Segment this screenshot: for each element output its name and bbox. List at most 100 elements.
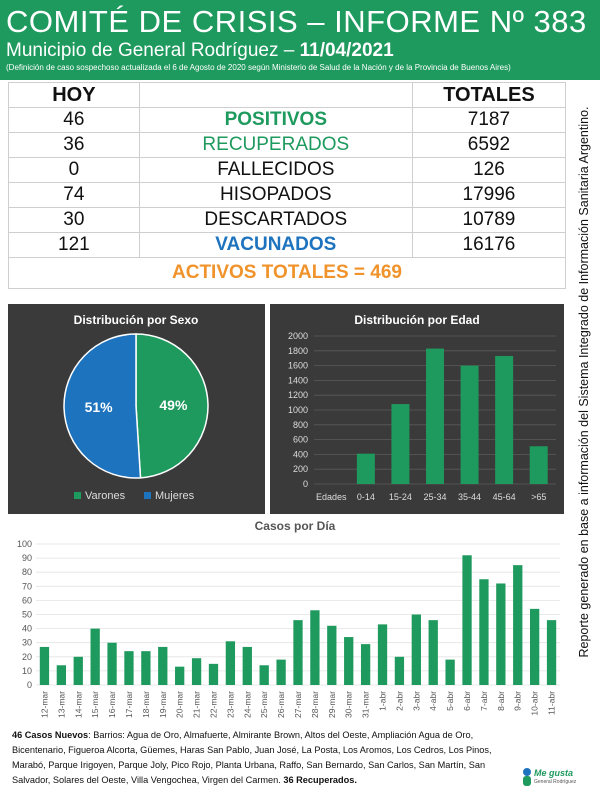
daily-bar xyxy=(496,583,506,685)
y-tick-label: 90 xyxy=(22,553,32,563)
legend-swatch xyxy=(144,492,151,499)
report-subtitle: Municipio de General Rodríguez – 11/04/2… xyxy=(6,40,394,62)
y-tick-label: 10 xyxy=(22,666,32,676)
age-bar xyxy=(426,348,444,484)
y-tick-label: 400 xyxy=(293,449,308,459)
x-tick-label: 27-mar xyxy=(293,691,303,718)
row-label: POSITIVOS xyxy=(138,107,413,133)
summary-row-fallecidos: 0 FALLECIDOS 126 xyxy=(8,157,567,183)
x-tick-label: 8-abr xyxy=(496,691,506,711)
hoy-value: 0 xyxy=(8,157,140,183)
summary-table: HOY TOTALES 46 POSITIVOS 7187 36 RECUPER… xyxy=(8,82,567,300)
y-tick-label: 1000 xyxy=(288,405,308,415)
footer-neighborhoods: : Barrios: Agua de Oro, Almafuerte, Almi… xyxy=(12,730,492,785)
y-tick-label: 1400 xyxy=(288,375,308,385)
x-tick-label: 6-abr xyxy=(462,691,472,711)
x-tick-label: 2-abr xyxy=(394,691,404,711)
x-tick-label: 21-mar xyxy=(192,691,202,718)
age-bar xyxy=(391,404,410,484)
daily-bar xyxy=(107,642,117,685)
subtitle-municipality: Municipio de General Rodríguez – xyxy=(6,40,300,61)
y-tick-label: 2000 xyxy=(288,331,308,341)
daily-bar xyxy=(293,620,303,685)
report-header: COMITÉ DE CRISIS – INFORME Nº 383 Munici… xyxy=(0,0,600,80)
daily-bar xyxy=(39,646,50,685)
daily-bar xyxy=(73,656,83,685)
report-date: 11/04/2021 xyxy=(299,40,394,61)
age-bar xyxy=(529,446,548,484)
age-distribution-panel: Distribución por Edad 0 200 400 600 800 1000 12… xyxy=(270,304,564,514)
x-tick-label: 15-mar xyxy=(90,691,100,718)
summary-row-activos: ACTIVOS TOTALES = 469 xyxy=(8,257,566,289)
sex-pie-chart: Distribución por Sexo 49% 51% Varones Mujere… xyxy=(63,313,209,502)
hoy-value: 30 xyxy=(8,207,140,233)
definition-note: (Definición de caso sospechoso actualiza… xyxy=(6,63,511,72)
age-bar xyxy=(460,365,479,484)
x-tick-label: 26-mar xyxy=(276,691,286,718)
total-value: 17996 xyxy=(411,182,567,208)
daily-cases-panel: Casos por Día 0 10 20 30 40 50 60 70 80 90 100 12-ma… xyxy=(8,516,564,726)
hoy-value: 36 xyxy=(8,132,140,158)
age-bar xyxy=(356,453,375,484)
x-tick-label: 25-34 xyxy=(423,492,446,502)
pie-value-label: 51% xyxy=(85,399,114,415)
daily-bar xyxy=(546,620,557,685)
x-tick-label: 7-abr xyxy=(479,691,489,711)
daily-bar xyxy=(90,628,100,685)
legend-label: Varones xyxy=(85,490,126,502)
y-tick-label: 1200 xyxy=(288,390,308,400)
daily-bar xyxy=(344,637,354,685)
y-tick-label: 800 xyxy=(293,420,308,430)
totales-header: TOTALES xyxy=(411,82,567,108)
daily-bar xyxy=(175,666,185,685)
x-tick-label: 5-abr xyxy=(445,691,455,711)
age-bar xyxy=(495,355,514,484)
label-header xyxy=(138,82,413,108)
x-tick-label: 31-mar xyxy=(361,691,371,718)
daily-bar xyxy=(428,620,438,685)
pie-title: Distribución por Sexo xyxy=(74,313,199,327)
legend-swatch xyxy=(74,492,81,499)
daily-bar xyxy=(394,656,405,685)
x-tick-label: 23-mar xyxy=(225,691,235,718)
daily-bar xyxy=(529,608,540,685)
y-tick-label: 600 xyxy=(293,435,308,445)
hoy-value: 121 xyxy=(8,232,140,258)
row-label: FALLECIDOS xyxy=(138,157,413,183)
pie-slice-varones xyxy=(135,333,209,479)
daily-bar xyxy=(377,624,388,685)
footer-new-cases: 46 Casos Nuevos xyxy=(12,730,89,740)
y-tick-label: 0 xyxy=(303,479,308,489)
y-tick-label: 0 xyxy=(27,680,32,690)
legend-label: Mujeres xyxy=(155,490,195,502)
municipality-logo: Me gusta General Rodríguez xyxy=(520,762,580,794)
total-value: 126 xyxy=(411,157,567,183)
footer-recovered: 36 Recuperados. xyxy=(283,775,357,785)
y-tick-label: 20 xyxy=(22,652,32,662)
x-tick-label: 3-abr xyxy=(411,691,421,711)
daily-bar xyxy=(327,625,337,685)
daily-cases-chart: Casos por Día 0 10 20 30 40 50 60 70 80 90 100 12-ma… xyxy=(17,519,560,718)
sex-distribution-panel: Distribución por Sexo 49% 51% Varones Mujere… xyxy=(8,304,265,514)
pie-slice-mujeres xyxy=(63,333,142,479)
summary-row-positivos: 46 POSITIVOS 7187 xyxy=(8,107,567,133)
x-tick-label: 30-mar xyxy=(344,691,354,718)
summary-header-row: HOY TOTALES xyxy=(8,82,567,108)
daily-bar xyxy=(310,610,320,685)
hoy-header: HOY xyxy=(8,82,140,108)
y-tick-label: 30 xyxy=(22,638,32,648)
daily-bar xyxy=(462,555,472,685)
daily-bar xyxy=(141,651,151,685)
daily-bar xyxy=(225,641,236,685)
daily-bar xyxy=(360,644,371,685)
x-tick-label: 25-mar xyxy=(259,691,269,718)
x-tick-label: 24-mar xyxy=(242,691,252,718)
total-value: 6592 xyxy=(411,132,567,158)
daily-bar xyxy=(259,665,269,685)
x-tick-label: 9-abr xyxy=(513,691,523,711)
x-tick-label: 22-mar xyxy=(208,691,218,718)
daily-bar xyxy=(242,646,252,685)
summary-row-descartados: 30 DESCARTADOS 10789 xyxy=(8,207,567,233)
x-axis-label: Edades xyxy=(316,492,347,502)
x-tick-label: 1-abr xyxy=(378,691,388,711)
